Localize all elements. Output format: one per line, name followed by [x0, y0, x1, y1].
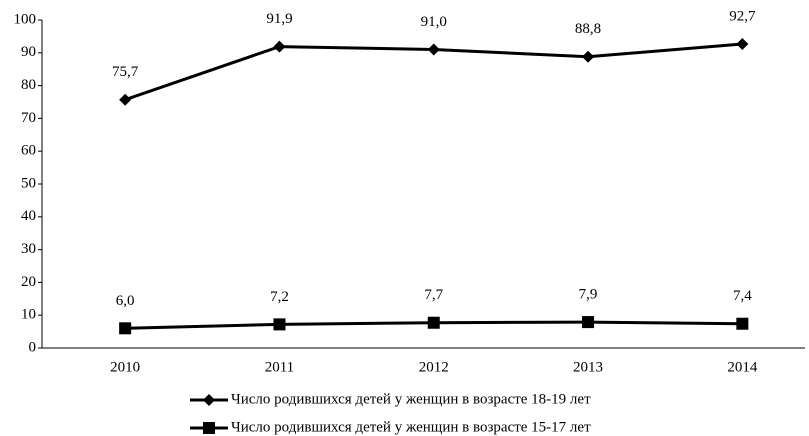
- data-label: 7,7: [424, 287, 443, 303]
- y-tick-label: 40: [21, 208, 36, 224]
- marker: [582, 316, 595, 329]
- data-label: 91,0: [421, 14, 447, 30]
- x-tick-label: 2011: [265, 359, 294, 375]
- marker: [119, 93, 132, 106]
- marker: [273, 318, 286, 331]
- marker: [427, 43, 440, 56]
- marker: [119, 322, 132, 335]
- marker: [273, 40, 286, 53]
- legend-label: Число родившихся детей у женщин в возрас…: [231, 419, 591, 435]
- x-tick-label: 2014: [727, 359, 758, 375]
- legend-label: Число родившихся детей у женщин в возрас…: [231, 391, 591, 407]
- marker: [427, 316, 440, 329]
- data-label: 6,0: [116, 293, 135, 309]
- x-tick-label: 2013: [573, 359, 603, 375]
- y-tick-label: 60: [21, 143, 36, 159]
- data-label: 7,9: [579, 287, 598, 303]
- y-tick-label: 0: [29, 339, 37, 355]
- y-tick-label: 20: [21, 274, 36, 290]
- data-label: 75,7: [112, 64, 139, 80]
- marker: [736, 37, 749, 50]
- y-tick-label: 30: [21, 241, 36, 257]
- data-label: 91,9: [266, 11, 292, 27]
- x-tick-label: 2010: [110, 359, 140, 375]
- y-tick-label: 100: [14, 11, 37, 27]
- data-label: 88,8: [575, 21, 601, 37]
- data-label: 7,2: [270, 289, 289, 305]
- y-tick-label: 80: [21, 77, 36, 93]
- x-tick-label: 2012: [419, 359, 449, 375]
- y-tick-label: 50: [21, 175, 36, 191]
- marker: [736, 317, 749, 330]
- y-tick-label: 10: [21, 307, 36, 323]
- data-label: 7,4: [733, 288, 752, 304]
- marker: [582, 50, 595, 63]
- y-tick-label: 70: [21, 110, 36, 126]
- legend-marker: [203, 394, 215, 406]
- data-label: 92,7: [729, 8, 756, 24]
- y-tick-label: 90: [21, 44, 36, 60]
- legend-marker: [203, 422, 215, 434]
